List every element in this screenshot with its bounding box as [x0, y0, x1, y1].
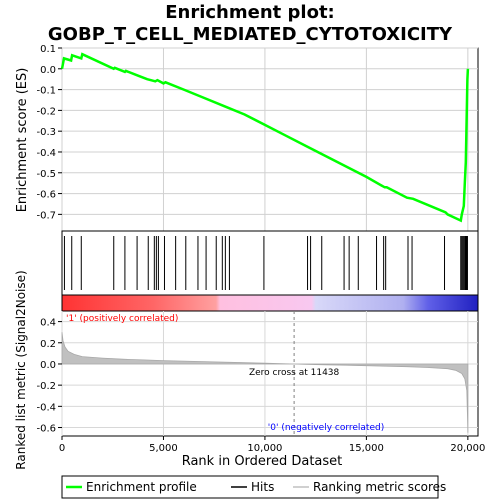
positive-correlation-label: '1' (positively correlated)	[66, 314, 178, 324]
x-tick-label: 15,000	[349, 443, 384, 454]
chart-title-line2: GOBP_T_CELL_MEDIATED_CYTOTOXICITY	[48, 24, 453, 45]
hits-panel-frame	[61, 230, 479, 296]
colorbar-rect	[61, 294, 479, 312]
ranking-metric-area	[61, 332, 469, 433]
negative-correlation-label: '0' (negatively correlated)	[268, 423, 384, 433]
hits-panel	[61, 230, 479, 296]
metric-tick-label: 0.4	[40, 318, 56, 329]
es-tick-label: -0.1	[36, 86, 56, 97]
legend-label-ranking: Ranking metric scores	[313, 480, 446, 494]
metric-panel-frame	[61, 310, 479, 437]
es-axis-label: Enrichment score (ES)	[15, 68, 30, 213]
legend-label-hits: Hits	[251, 480, 274, 494]
es-tick-label: -0.5	[36, 169, 56, 180]
metric-tick-label: -0.2	[36, 381, 56, 392]
es-tick-label: -0.6	[36, 190, 56, 201]
legend-label-enrichment: Enrichment profile	[86, 480, 197, 494]
es-tick-label: -0.4	[36, 148, 56, 159]
metric-tick-label: 0.0	[40, 360, 56, 371]
es-panel: 0.1 0.0 -0.1 -0.2 -0.3 -0.4 -0.5 -0.6 -0.7 Enric…	[15, 44, 479, 232]
rank-colorbar	[61, 294, 479, 312]
es-yticks: 0.1 0.0 -0.1 -0.2 -0.3 -0.4 -0.5 -0.6 -0.7	[36, 44, 62, 221]
chart-title-line1: Enrichment plot:	[165, 2, 335, 23]
es-tick-label: -0.3	[36, 127, 56, 138]
es-tick-label: -0.2	[36, 106, 56, 117]
metric-axis-label: Ranked list metric (Signal2Noise)	[14, 270, 28, 469]
legend-frame	[61, 475, 439, 499]
x-tick-label: 0	[59, 443, 65, 454]
metric-xticks: 0 5,000 10,000 15,000 20,000	[59, 436, 485, 454]
zero-cross-label: Zero cross at 11438	[249, 368, 340, 378]
x-tick-label: 10,000	[247, 443, 282, 454]
metric-tick-label: 0.2	[40, 339, 56, 350]
metric-tick-label: -0.4	[36, 402, 56, 413]
x-tick-label: 20,000	[450, 443, 485, 454]
es-grid	[61, 47, 478, 231]
hit-lines	[63, 236, 468, 290]
x-tick-label: 5,000	[149, 443, 178, 454]
legend: Enrichment profile Hits Ranking metric s…	[61, 475, 446, 499]
es-tick-label: 0.0	[40, 65, 56, 76]
enrichment-profile-line	[60, 52, 470, 223]
metric-tick-label: -0.6	[36, 424, 56, 435]
metric-panel: Zero cross at 11438 '1' (positively corr…	[14, 270, 485, 469]
metric-yticks: 0.4 0.2 0.0 -0.2 -0.4 -0.6	[36, 318, 62, 435]
es-panel-frame	[61, 47, 479, 232]
es-tick-label: 0.1	[40, 44, 56, 55]
x-axis-label: Rank in Ordered Dataset	[182, 454, 343, 469]
es-tick-label: -0.7	[36, 210, 56, 221]
